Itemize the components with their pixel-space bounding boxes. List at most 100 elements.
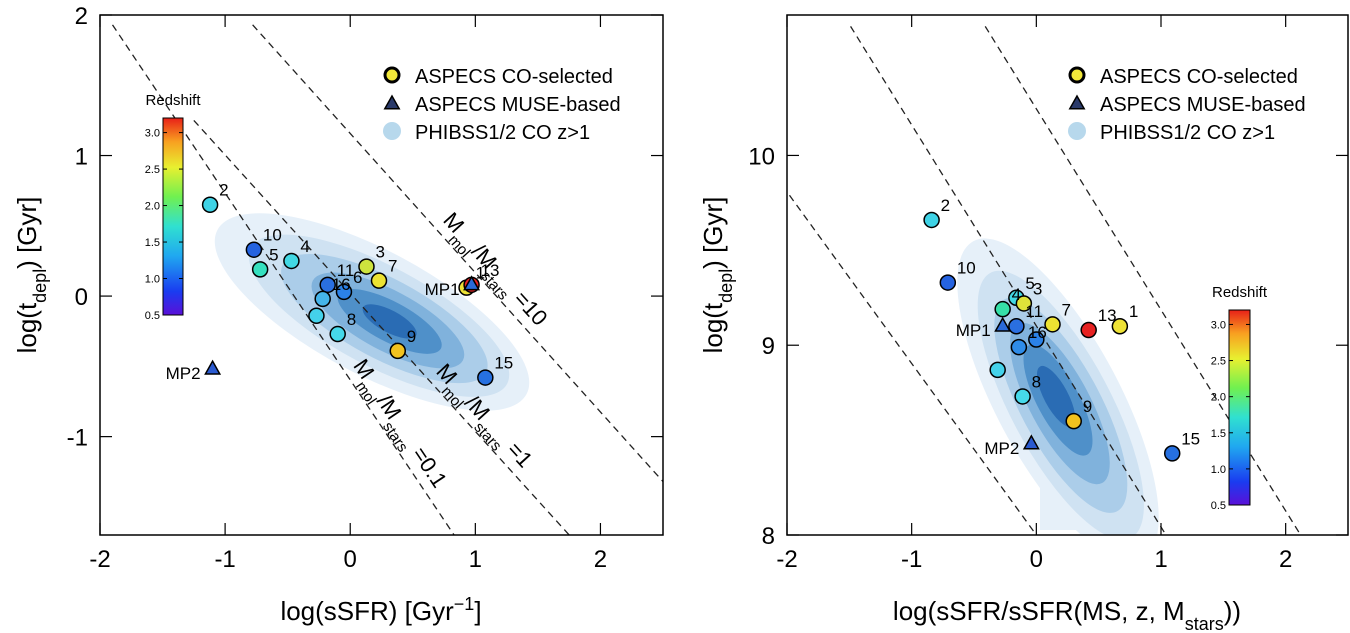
legend-marker [1068,94,1086,110]
circle-point [1015,295,1033,312]
circle-point [939,274,957,291]
label-part: −1 [454,594,475,614]
point-label: 13 [1098,306,1117,325]
label-part: log(sSFR) [Gyr [280,596,454,626]
legend-label: ASPECS CO-selected [1100,66,1298,88]
legend-marker [1068,66,1086,84]
x-tick-label: 0 [1030,546,1043,573]
point-label: 11 [337,261,355,280]
colorbar-title: Redshift [145,92,201,109]
y-tick-label: 1 [75,144,88,171]
point-label: MP2 [166,364,201,383]
circle-point [283,252,300,270]
circle-point [251,261,269,278]
label-part: log(sSFR/sSFR(MS, z, M [893,596,1185,626]
colorbar-tick-label: 2.0 [1211,392,1226,404]
label-part: depl [30,269,50,303]
x-tick-label: -1 [901,546,922,573]
point-label: MP1 [956,321,991,340]
point-label: 7 [388,257,397,276]
point-label: 15 [1181,429,1200,448]
label-part: =10 [505,281,553,330]
y-tick-label: 2 [75,3,88,30]
y-tick-label: 0 [75,284,88,311]
x-tick-label: 2 [1279,546,1292,573]
label-part: ) [Gyr] [698,197,728,269]
point-label: 2 [941,196,950,215]
reference-line [252,24,663,483]
point-label: 2 [219,181,228,200]
label-part: =0.1 [404,437,452,492]
point-label: 7 [1062,300,1071,319]
circle-point [1080,321,1097,339]
point-label: 10 [957,259,976,278]
point-label: 15 [494,354,513,373]
circle-point [1008,317,1025,335]
triangle-point [994,316,1012,332]
colorbar-tick-label: 0.5 [1211,500,1226,512]
point-label: 1 [476,264,485,283]
point-label: 9 [407,327,416,346]
colorbar-tick-label: 3.0 [145,128,160,140]
triangle-point [463,275,481,291]
circle-point [389,342,407,360]
point-label: 8 [1032,372,1041,391]
circle-point [335,283,353,301]
y-axis-label: log(tdepl) [Gyr] [698,197,736,354]
y-tick-label: 9 [762,333,775,360]
point-label: MP1 [425,280,460,299]
x-tick-label: -1 [214,546,235,573]
point-label: 9 [1083,397,1092,416]
triangle-point [204,359,222,375]
circle-point [201,196,219,213]
colorbar-tick-label: 1.5 [145,237,160,249]
x-tick-label: -2 [89,546,110,573]
point-label: 4 [1012,285,1021,304]
point-label: 3 [1033,279,1042,298]
point-label: 16 [1028,323,1047,342]
circle-point [1111,317,1129,335]
legend-label: PHIBSS1/2 CO z>1 [415,122,590,144]
circle-point [1044,316,1061,333]
legend-marker [383,122,401,140]
point-label: 13 [481,261,500,280]
label-part: stars [1185,614,1224,633]
circle-point [314,290,331,308]
colorbar [162,117,184,316]
circle-point [1065,412,1082,430]
circle-point [1010,338,1028,356]
point-label: 4 [300,237,309,256]
label-part: ] [474,596,481,626]
colorbar-tick-label: 3.0 [1211,319,1226,331]
colorbar-tick-label: 1.0 [1211,464,1226,476]
colorbar-tick-label: 1.0 [145,274,160,286]
circle-point [994,300,1011,318]
circle-point [370,272,388,289]
point-label: 1 [1129,302,1138,321]
colorbar [1228,309,1251,506]
x-tick-label: 2 [594,546,607,573]
x-tick-label: 1 [1154,546,1167,573]
label-part: M [438,207,469,237]
x-axis-label: log(sSFR/sSFR(MS, z, Mstars)) [893,596,1241,633]
point-label: 10 [263,226,282,245]
triangle-point [1022,434,1040,450]
circle-point [308,307,325,325]
x-tick-label: 0 [344,546,357,573]
reference-line [193,119,570,535]
colorbar-tick-label: 1.5 [1211,428,1226,440]
circle-point [923,211,940,229]
colorbar-tick-label: 2.0 [145,201,160,213]
label-part: =1 [498,432,537,472]
plot-frame [99,14,664,536]
legend-marker [1068,122,1086,140]
circle-point [1028,331,1045,348]
label-part: )) [1224,596,1241,626]
colorbar-title: Redshift [1212,284,1268,301]
density-contours [214,213,530,411]
colorbar-tick-label: 2.5 [145,164,160,176]
label-part: ) [Gyr] [12,197,42,269]
reference-lines [111,24,663,535]
point-label: 5 [1025,274,1034,293]
reference-line [111,24,455,535]
